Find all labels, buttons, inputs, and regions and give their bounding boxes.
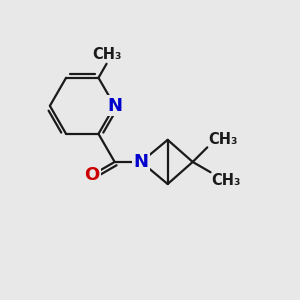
Text: O: O — [84, 166, 99, 184]
Text: CH₃: CH₃ — [211, 173, 241, 188]
Text: N: N — [107, 97, 122, 115]
Text: CH₃: CH₃ — [208, 132, 237, 147]
Text: CH₃: CH₃ — [92, 47, 121, 62]
Text: N: N — [134, 153, 149, 171]
